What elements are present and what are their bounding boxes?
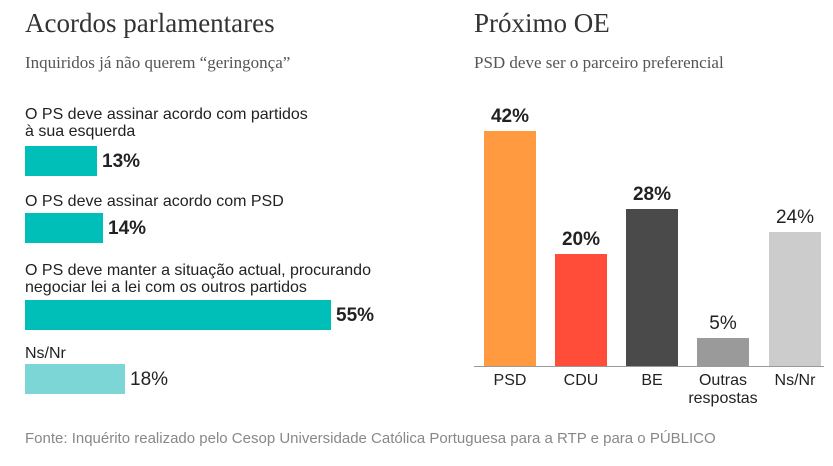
category-label-line: Ns/Nr: [774, 372, 816, 389]
vertical-chart-baseline: [474, 366, 824, 367]
category-label-line: CDU: [563, 372, 599, 389]
category-label-line: Outras: [698, 372, 747, 389]
bar-value-label: 13%: [102, 151, 141, 172]
category-label: CDU: [536, 372, 626, 390]
right-chart-title: Próximo OE: [474, 8, 610, 38]
bar-value-label: 5%: [709, 313, 737, 334]
category-label: Outras respostas: [678, 372, 768, 408]
vertical-bar: [555, 254, 607, 366]
question-label-line: à sua esquerda: [25, 123, 136, 140]
vertical-bar: [626, 209, 678, 366]
source-note: Fonte: Inquérito realizado pelo Cesop Un…: [25, 430, 716, 447]
vertical-bar: [697, 338, 749, 366]
category-label-line: respostas: [688, 390, 758, 407]
bar-value-label: 20%: [561, 229, 601, 250]
bar-value-label: 14%: [108, 218, 147, 239]
question-label-line: O PS deve assinar acordo com partidos: [25, 106, 308, 123]
left-chart-subtitle: Inquiridos já não querem “geringonça”: [25, 53, 291, 72]
question-label-line: negociar lei a lei com os outros partido…: [25, 279, 307, 296]
horizontal-bar: [25, 146, 97, 176]
bar-value-label: 18%: [130, 369, 169, 390]
bar-value-label: 42%: [490, 106, 530, 127]
category-label: PSD: [465, 372, 555, 390]
bar-value-label: 28%: [632, 184, 672, 205]
category-label-line: PSD: [493, 372, 527, 389]
question-label: O PS deve assinar acordo com PSD: [25, 193, 445, 210]
question-label-line: O PS deve assinar acordo com PSD: [25, 193, 284, 210]
right-chart-subtitle: PSD deve ser o parceiro preferencial: [474, 53, 724, 72]
category-label: Ns/Nr: [750, 372, 833, 390]
vertical-bar: [769, 232, 821, 366]
category-label: BE: [607, 372, 697, 390]
left-chart-title: Acordos parlamentares: [25, 8, 275, 38]
question-label: Ns/Nr: [25, 345, 445, 362]
horizontal-bar: [25, 364, 125, 394]
question-label-line: Ns/Nr: [25, 345, 66, 362]
question-label: O PS deve manter a situação actual, proc…: [25, 262, 445, 296]
question-label-line: O PS deve manter a situação actual, proc…: [25, 262, 371, 279]
vertical-bar: [484, 131, 536, 366]
horizontal-bar: [25, 213, 103, 243]
question-label: O PS deve assinar acordo com partidos à s…: [25, 106, 445, 140]
category-label-line: BE: [641, 372, 663, 389]
horizontal-bar: [25, 300, 331, 330]
bar-value-label: 55%: [336, 305, 375, 326]
bar-value-label: 24%: [775, 207, 815, 228]
